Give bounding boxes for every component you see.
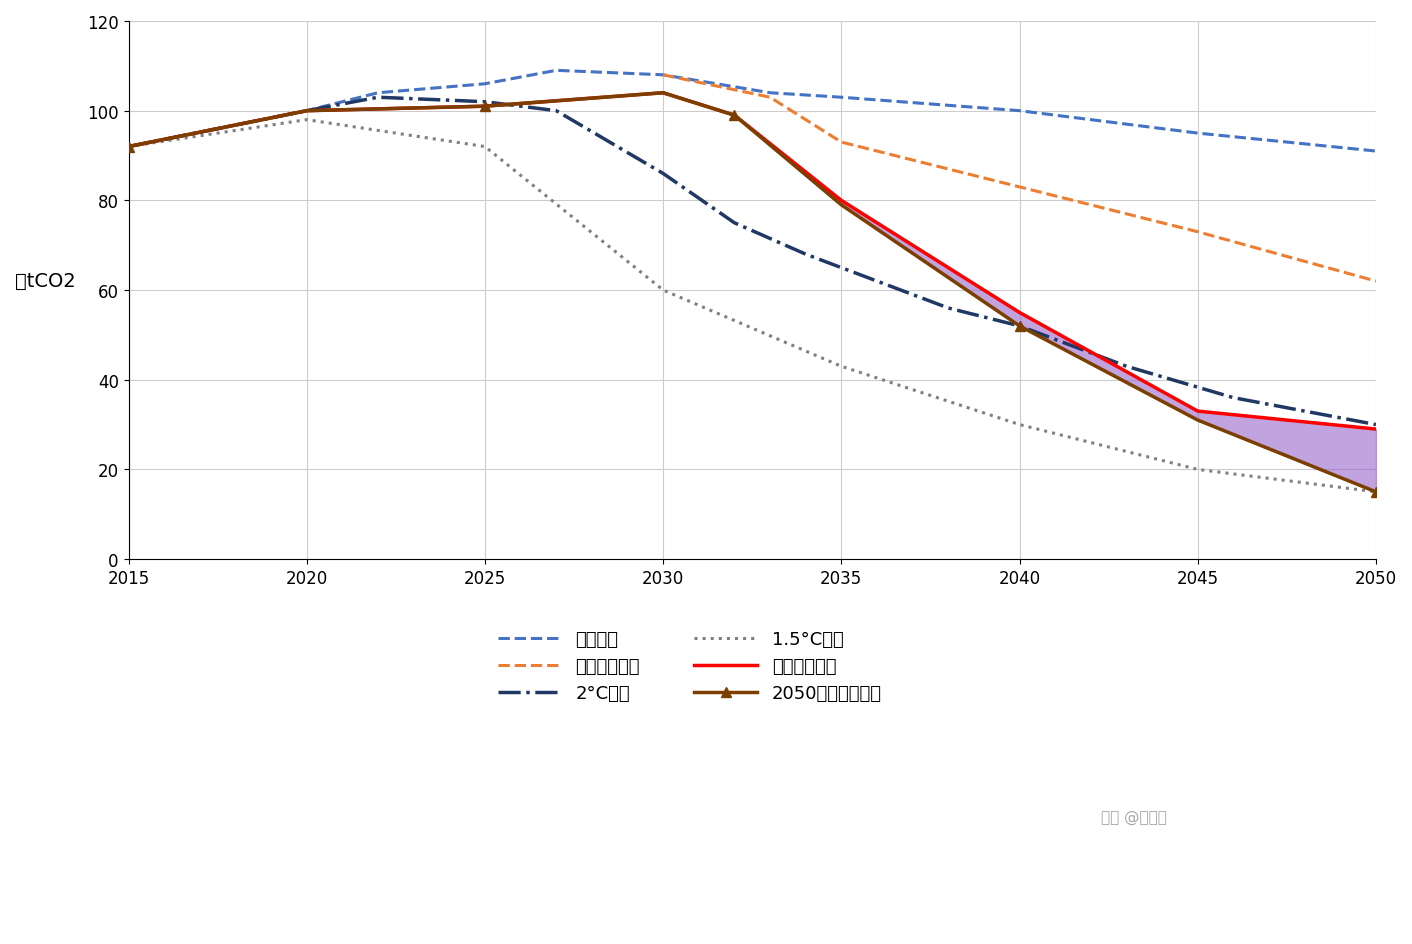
Text: 知乎 @月球人: 知乎 @月球人 xyxy=(1101,810,1168,824)
Y-axis label: 亿tCO2: 亿tCO2 xyxy=(16,272,76,291)
Legend: 政策情景, 强化政策情景, 2°C情景, 1.5°C情景, 长期低碳转型, 2050净零排放情景: 政策情景, 强化政策情景, 2°C情景, 1.5°C情景, 长期低碳转型, 20… xyxy=(489,622,891,712)
